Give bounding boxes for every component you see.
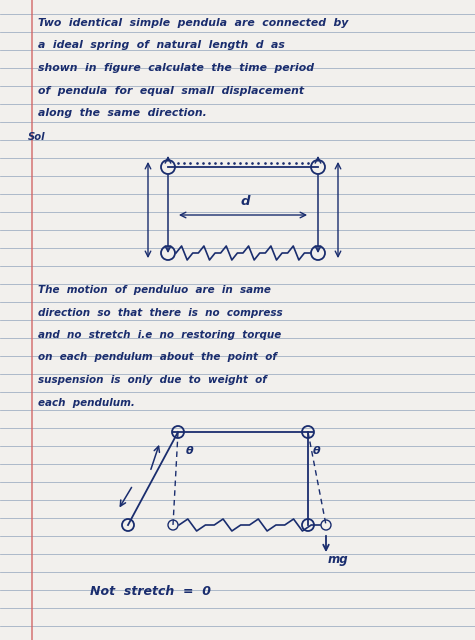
- Text: The  motion  of  penduluo  are  in  same: The motion of penduluo are in same: [38, 285, 271, 295]
- Text: shown  in  figure  calculate  the  time  period: shown in figure calculate the time perio…: [38, 63, 314, 73]
- Text: of  pendula  for  equal  small  displacement: of pendula for equal small displacement: [38, 86, 304, 95]
- Text: along  the  same  direction.: along the same direction.: [38, 108, 207, 118]
- Text: θ: θ: [313, 446, 321, 456]
- Text: mg: mg: [328, 553, 349, 566]
- Text: θ: θ: [186, 446, 194, 456]
- Text: Two  identical  simple  pendula  are  connected  by: Two identical simple pendula are connect…: [38, 18, 348, 28]
- Text: each  pendulum.: each pendulum.: [38, 397, 135, 408]
- Text: suspension  is  only  due  to  weight  of: suspension is only due to weight of: [38, 375, 267, 385]
- Text: and  no  stretch  i.e  no  restoring  torque: and no stretch i.e no restoring torque: [38, 330, 281, 340]
- Text: on  each  pendulum  about  the  point  of: on each pendulum about the point of: [38, 353, 277, 362]
- Text: direction  so  that  there  is  no  compress: direction so that there is no compress: [38, 307, 283, 317]
- Text: a  ideal  spring  of  natural  length  d  as: a ideal spring of natural length d as: [38, 40, 285, 51]
- Text: d: d: [240, 195, 250, 208]
- Text: Not  stretch  =  0: Not stretch = 0: [90, 585, 211, 598]
- Text: Sol: Sol: [28, 132, 46, 143]
